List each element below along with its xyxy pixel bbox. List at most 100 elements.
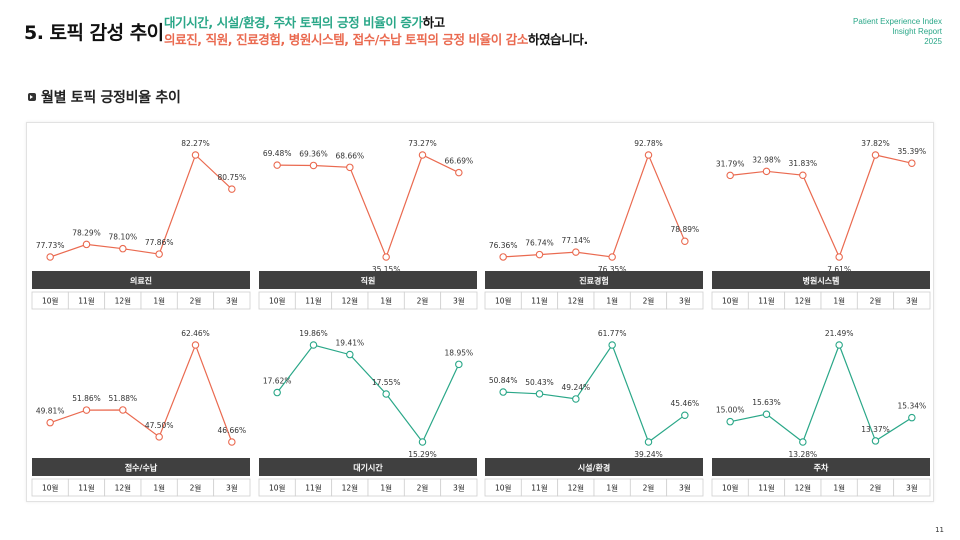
category-cell [213,478,251,497]
topic-title-bar [712,458,930,476]
topic-title: 병원시스템 [803,276,840,286]
headline-line-2: 의료진, 직원, 진료경험, 병원시스템, 접수/수납 토픽의 긍정 비율이 감… [164,31,588,48]
topic-title-bar [259,271,477,289]
data-point [726,171,734,180]
data-point [155,433,163,441]
category-label: 3월 [679,483,691,493]
data-point [835,253,843,261]
data-point [46,253,54,261]
data-label: 19.41% [336,339,365,348]
category-label: 10월 [495,296,512,306]
category-label: 2월 [190,483,202,493]
data-label: 77.14% [562,236,591,245]
data-point [46,418,54,427]
data-label: 78.89% [671,225,700,234]
data-label: 15.34% [898,402,927,411]
category-label: 1월 [153,296,165,306]
data-label: 68.66% [336,151,365,160]
data-label: 39.24% [634,450,663,459]
data-label: 49.24% [562,383,591,392]
category-label: 10월 [42,483,59,493]
data-point [273,161,281,169]
data-label: 78.10% [109,233,138,242]
category-cell [893,291,931,310]
data-point [535,390,544,398]
data-label: 49.81% [36,407,65,416]
data-point [273,388,281,397]
data-label: 51.88% [109,394,138,403]
category-label: 10월 [722,296,739,306]
data-label: 32.98% [752,155,781,164]
category-label: 10월 [269,483,286,493]
category-label: 11월 [305,296,322,306]
brand-line-1: Patient Experience Index [853,17,942,26]
data-label: 69.36% [299,149,328,158]
data-point [499,253,507,261]
category-cell [893,478,931,497]
data-label: 51.86% [72,394,101,403]
data-point [535,250,544,259]
data-point [82,406,91,414]
category-label: 12월 [795,296,812,306]
data-label: 73.27% [408,139,437,148]
category-label: 12월 [342,296,359,306]
section-bullet-icon [28,93,36,101]
category-label: 12월 [115,296,132,306]
category-label: 3월 [226,483,238,493]
data-label: 66.69% [445,157,474,166]
data-point [681,411,689,419]
category-label: 11월 [758,296,775,306]
category-label: 1월 [153,483,165,493]
category-label: 11월 [531,296,548,306]
data-label: 15.00% [716,406,745,415]
data-point [871,151,880,159]
data-label: 50.43% [525,378,554,387]
category-label: 12월 [342,483,359,493]
topic-title: 진료경험 [579,276,608,286]
data-point [155,250,163,258]
category-label: 3월 [453,296,465,306]
category-label: 3월 [906,296,918,306]
topic-title: 시설/환경 [578,463,610,473]
data-label: 35.15% [372,265,401,274]
data-label: 31.83% [789,159,818,168]
data-label: 15.29% [408,450,437,459]
topic-title-bar [32,271,250,289]
category-cell [666,291,704,310]
data-point [228,185,236,193]
headline: 대기시간, 시설/환경, 주차 토픽의 긍정 비율이 증가하고 의료진, 직원,… [164,14,588,48]
category-label: 11월 [78,296,95,306]
data-label: 19.86% [299,329,328,338]
headline-decrease-text: 의료진, 직원, 진료경험, 병원시스템, 접수/수납 토픽의 긍정 비율이 감… [164,32,528,47]
data-label: 80.75% [218,173,247,182]
data-label: 45.46% [671,399,700,408]
category-label: 10월 [495,483,512,493]
series-line [503,153,686,258]
category-label: 2월 [190,296,202,306]
data-point [418,438,427,446]
data-label: 76.35% [598,265,627,274]
page-title: 5. 토픽 감성 추이 [24,22,164,44]
data-label: 13.37% [861,425,890,434]
data-label: 37.82% [861,139,890,148]
category-label: 3월 [679,296,691,306]
data-label: 61.77% [598,329,627,338]
data-point [644,438,653,446]
brand-line-2: Insight Report [892,27,942,36]
data-point [382,390,390,398]
data-label: 35.39% [898,147,927,156]
category-label: 2월 [870,483,882,493]
data-point [799,438,807,446]
category-label: 12월 [795,483,812,493]
data-label: 17.62% [263,377,292,386]
data-point [799,171,807,179]
category-cell [666,478,704,497]
category-label: 1월 [380,483,392,493]
category-label: 12월 [568,296,585,306]
data-point [346,350,354,359]
data-label: 7.61% [827,265,851,274]
category-label: 12월 [568,483,585,493]
category-label: 11월 [531,483,548,493]
topic-chart-2: 69.48% 69.36% 68.66% 35.15% 73.27% 66.69% 직원 10… [258,139,478,310]
data-point [82,240,91,249]
